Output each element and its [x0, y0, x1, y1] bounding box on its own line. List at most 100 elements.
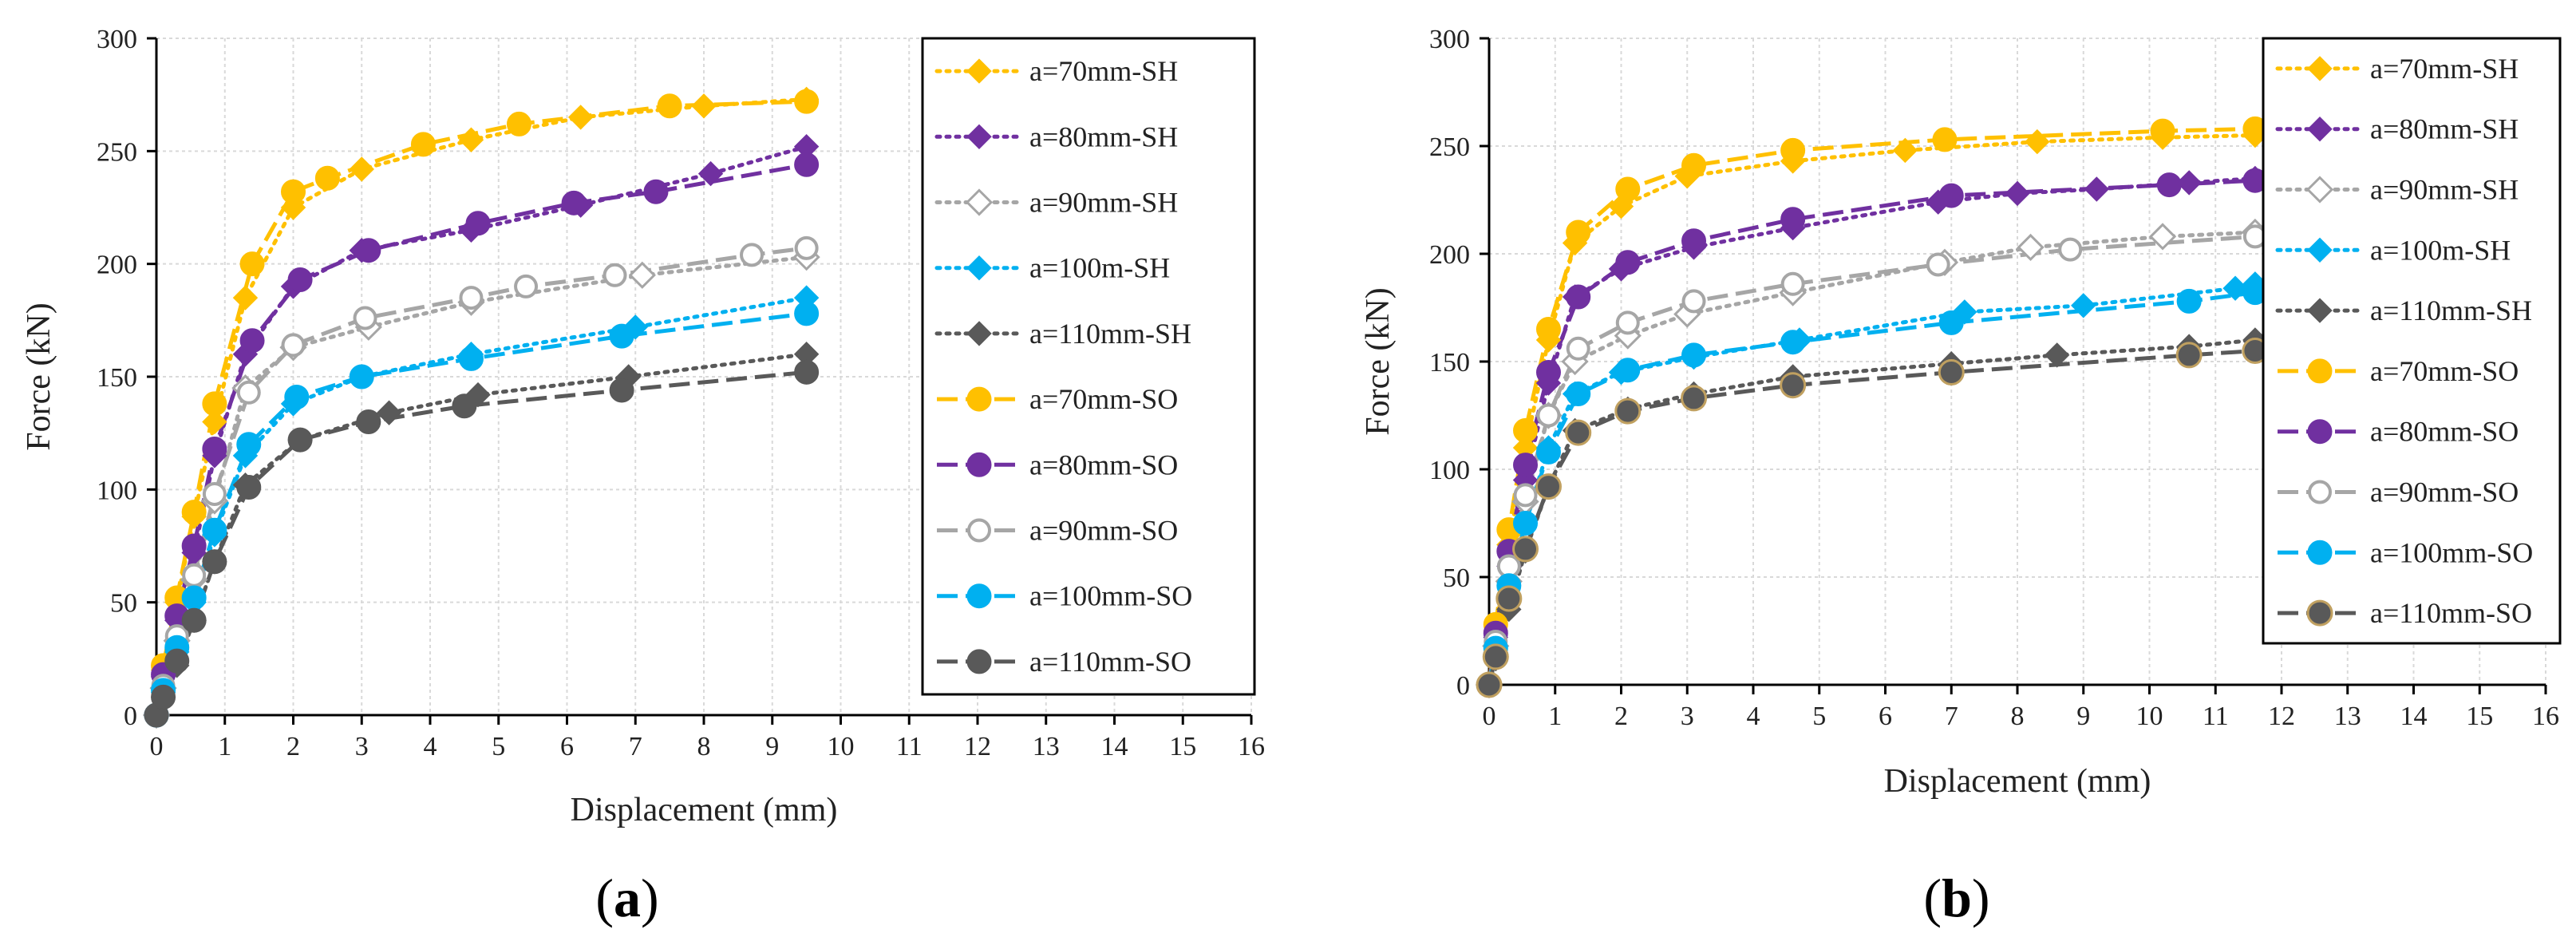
data-point-a=110mm-SO — [1512, 536, 1539, 563]
x-tick-label: 6 — [560, 732, 574, 761]
data-point-a=90mm-SO — [1513, 483, 1538, 508]
legend-entry-a=90mm-SH-marker — [965, 188, 994, 216]
legend-label: a=110mm-SH — [1029, 318, 1191, 350]
legend-label: a=90mm-SH — [2370, 174, 2519, 206]
data-point-a=80mm-SO — [2156, 172, 2182, 198]
series-line-a=90mm-SO — [1487, 234, 2256, 686]
data-point-a=70mm-SH — [349, 156, 374, 182]
data-point-a=100mm-SO — [794, 301, 820, 326]
data-point-a=100mm-SO — [284, 384, 310, 409]
data-point-a=70mm-SO — [794, 89, 820, 114]
data-point-a=100mm-SO — [181, 585, 207, 611]
data-point-a=80mm-SO — [181, 533, 207, 559]
x-tick-label: 0 — [150, 732, 164, 761]
x-tick-label: 13 — [2334, 702, 2361, 731]
x-tick-label: 3 — [355, 732, 369, 761]
legend-label: a=110mm-SO — [2370, 597, 2532, 629]
data-point-a=70mm-SO — [1615, 176, 1641, 202]
x-tick-label: 11 — [896, 732, 923, 761]
data-point-a=90mm-SH — [2148, 223, 2177, 251]
y-tick-label: 200 — [1429, 240, 1470, 270]
data-point-a=100mm-SO — [1780, 330, 1806, 355]
data-point-a=70mm-SO — [1780, 137, 1806, 163]
data-point-a=110mm-SO — [236, 475, 262, 500]
data-point-a=80mm-SH — [2005, 180, 2030, 207]
x-tick-label: 5 — [492, 732, 505, 761]
legend-entry-a=70mm-SH-marker — [966, 58, 992, 84]
x-axis-title: Displacement (mm) — [1884, 763, 2151, 800]
data-point-a=90mm-SO — [202, 481, 227, 506]
data-point-a=110mm-SO — [164, 648, 190, 674]
data-point-a=90mm-SO — [1566, 336, 1590, 361]
panel-label: (a) — [595, 868, 658, 928]
x-tick-label: 14 — [1101, 732, 1128, 761]
data-point-a=70mm-SO — [506, 111, 531, 136]
series-line-a=110mm-SO — [154, 370, 807, 716]
data-point-a=110mm-SO — [794, 359, 820, 385]
data-point-a=90mm-SO — [794, 235, 819, 260]
series-markers — [142, 86, 820, 729]
data-point-a=110mm-SO — [181, 607, 207, 633]
legend-box — [2262, 37, 2562, 645]
legend-entry-a=110mm-SO-marker — [2306, 599, 2333, 627]
data-point-a=90mm-SO — [281, 333, 306, 358]
data-point-a=100mm-SO — [1535, 439, 1561, 465]
chart-panel-a: 0 1 2 3 4 5 6 7 8 9 10 11 12 13 14 15 160501001502002503… — [21, 25, 1265, 928]
panel-label-open: ( — [595, 868, 614, 928]
series-line-a=100m-SH — [1487, 282, 2258, 687]
data-point-a=100mm-SO — [1681, 342, 1707, 368]
legend: a=70mm-SH a=80mm-SH a=90mm-SH a=100m-SH a=11… — [921, 37, 1256, 696]
data-point-a=100mm-SO — [1615, 358, 1641, 383]
x-tick-label: 12 — [964, 732, 991, 761]
panel-label-open: ( — [1923, 868, 1942, 928]
data-point-a=70mm-SO — [1566, 219, 1591, 245]
x-tick-label: 16 — [2532, 702, 2559, 731]
data-point-a=110mm-SO — [1614, 397, 1642, 425]
legend-entry-a=90mm-SO-marker — [967, 518, 991, 543]
data-point-a=70mm-SO — [181, 500, 207, 525]
data-point-a=80mm-SO — [794, 152, 820, 177]
y-tick-label: 0 — [1456, 671, 1470, 701]
legend-label: a=70mm-SH — [2370, 53, 2519, 85]
legend-label: a=80mm-SH — [1029, 121, 1178, 152]
data-point-a=70mm-SH — [1892, 137, 1918, 164]
y-tick-label: 200 — [97, 251, 137, 280]
data-point-a=90mm-SO — [603, 263, 627, 287]
data-point-a=110mm-SO — [1535, 473, 1562, 500]
legend-entry-a=100mm-SO-marker — [2307, 540, 2333, 565]
y-tick-label: 250 — [1429, 132, 1470, 162]
data-point-a=80mm-SO — [1681, 228, 1707, 254]
panel-label-close: ) — [1972, 868, 1990, 928]
legend-entry-a=70mm-SH-marker — [2307, 56, 2333, 81]
data-point-a=110mm-SO — [609, 378, 634, 403]
legend-entry-a=80mm-SO-marker — [2307, 419, 2333, 445]
data-point-a=110mm-SO — [1681, 385, 1708, 412]
data-point-a=70mm-SH — [232, 285, 259, 310]
legend-entry-a=100m-SH-marker — [2307, 237, 2333, 263]
x-axis-title: Displacement (mm) — [571, 792, 838, 828]
data-point-a=70mm-SO — [657, 93, 682, 119]
data-point-a=80mm-SO — [465, 211, 491, 236]
series-line-a=80mm-SH — [1487, 176, 2258, 687]
y-axis-title: Force (kN) — [21, 302, 57, 450]
x-tick-label: 1 — [218, 732, 231, 761]
data-point-a=110mm-SO — [1938, 359, 1965, 385]
data-point-a=70mm-SO — [239, 251, 265, 277]
y-axis-title: Force (kN) — [1360, 287, 1397, 435]
legend-label: a=90mm-SH — [1029, 187, 1178, 219]
y-tick-label: 50 — [1443, 563, 1470, 593]
data-point-a=70mm-SO — [1513, 417, 1539, 443]
legend-label: a=70mm-SH — [1029, 55, 1178, 87]
data-point-a=70mm-SO — [281, 179, 306, 204]
data-point-a=100mm-SO — [349, 364, 374, 389]
data-point-a=70mm-SH — [458, 127, 484, 152]
data-point-a=80mm-SO — [287, 267, 313, 292]
data-point-a=90mm-SO — [2058, 237, 2083, 262]
x-tick-label: 6 — [1879, 702, 1892, 731]
legend-entry-a=80mm-SH-marker — [2307, 116, 2333, 142]
panel-label-letter: a — [614, 868, 641, 928]
data-point-a=110mm-SO — [2175, 342, 2203, 369]
data-point-a=80mm-SO — [239, 328, 265, 354]
data-point-a=90mm-SO — [1615, 310, 1640, 335]
